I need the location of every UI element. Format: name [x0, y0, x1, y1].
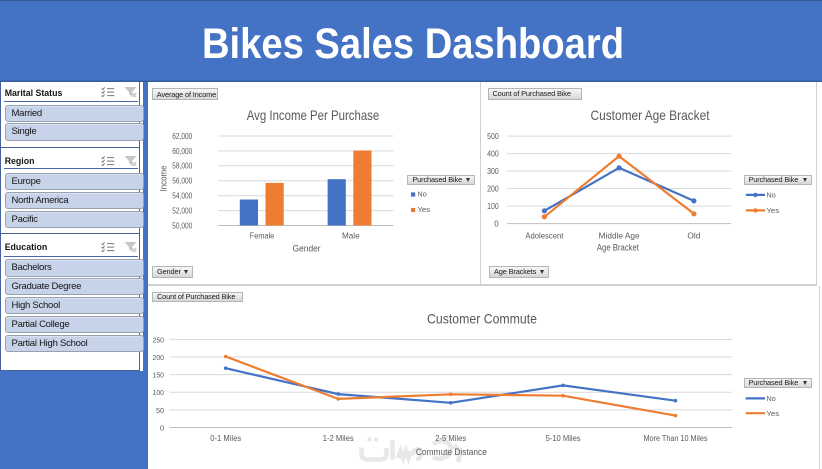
svg-text:300: 300: [487, 167, 499, 176]
svg-text:1-2 Miles: 1-2 Miles: [323, 434, 354, 443]
svg-text:0: 0: [494, 219, 499, 228]
svg-text:Commute Distance: Commute Distance: [416, 446, 487, 456]
svg-text:0-1 Miles: 0-1 Miles: [210, 434, 241, 443]
svg-text:5-10 Miles: 5-10 Miles: [546, 434, 581, 443]
svg-text:Income: Income: [159, 165, 169, 191]
svg-text:2-5 Miles: 2-5 Miles: [435, 434, 466, 443]
svg-text:200: 200: [153, 352, 165, 361]
svg-text:Female: Female: [250, 232, 275, 241]
svg-text:Old: Old: [687, 232, 700, 241]
svg-text:50: 50: [156, 405, 164, 414]
svg-text:56,000: 56,000: [172, 177, 192, 186]
svg-text:500: 500: [487, 132, 499, 141]
svg-text:150: 150: [153, 370, 165, 379]
svg-text:54,000: 54,000: [172, 192, 192, 201]
svg-text:62,000: 62,000: [172, 132, 192, 141]
svg-text:Bikes Sales Dashboard: Bikes Sales Dashboard: [202, 20, 624, 68]
svg-text:Avg Income Per Purchase: Avg Income Per Purchase: [247, 107, 380, 123]
svg-text:Yes: Yes: [418, 205, 431, 214]
svg-text:Customer Age Bracket: Customer Age Bracket: [591, 107, 710, 123]
svg-text:60,000: 60,000: [172, 147, 192, 156]
svg-text:Gender: Gender: [293, 244, 321, 254]
svg-text:0: 0: [160, 423, 164, 432]
svg-text:Middle Age: Middle Age: [599, 232, 641, 241]
svg-text:Customer Commute: Customer Commute: [427, 310, 537, 326]
svg-text:100: 100: [487, 202, 499, 211]
svg-text:Age Bracket: Age Bracket: [597, 243, 639, 253]
svg-text:No: No: [418, 190, 427, 199]
svg-text:100: 100: [153, 388, 165, 397]
svg-text:No: No: [767, 191, 776, 200]
svg-text:400: 400: [487, 149, 499, 158]
svg-text:50,000: 50,000: [172, 221, 192, 230]
svg-text:250: 250: [153, 335, 165, 344]
svg-text:58,000: 58,000: [172, 162, 192, 171]
svg-text:Yes: Yes: [767, 206, 780, 215]
svg-text:More Than 10 Miles: More Than 10 Miles: [644, 434, 708, 443]
svg-text:No: No: [767, 394, 776, 403]
svg-text:200: 200: [487, 184, 499, 193]
svg-text:Male: Male: [342, 232, 360, 241]
svg-text:52,000: 52,000: [172, 207, 192, 216]
svg-text:Yes: Yes: [767, 409, 780, 418]
svg-text:Adolescent: Adolescent: [525, 232, 564, 241]
